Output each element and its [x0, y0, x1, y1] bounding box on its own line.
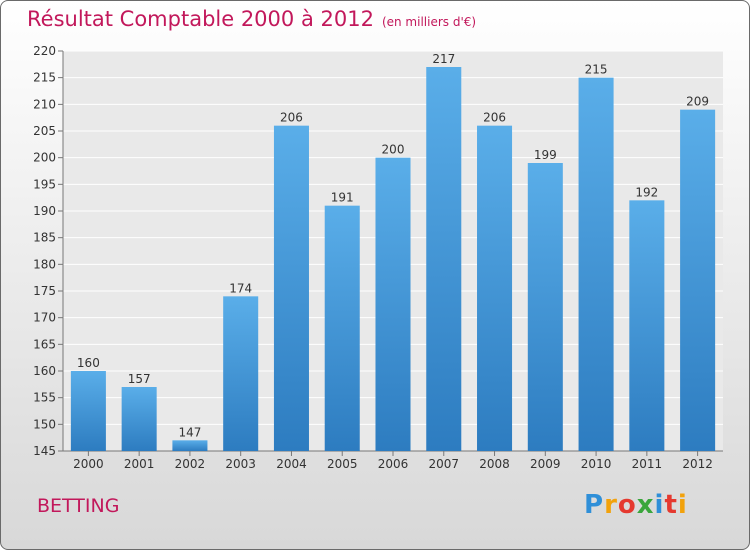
y-tick-label: 200 [33, 151, 56, 165]
bar-2007 [426, 67, 462, 451]
y-tick-label: 195 [33, 177, 56, 191]
y-tick-label: 180 [33, 257, 56, 271]
data-label-2005: 191 [331, 191, 354, 205]
y-tick-label: 160 [33, 364, 56, 378]
logo-letter: P [584, 490, 605, 520]
data-label-2001: 157 [128, 372, 151, 386]
data-label-2008: 206 [483, 111, 506, 125]
data-label-2010: 215 [585, 63, 608, 77]
logo-letter: r [604, 490, 618, 520]
x-tick-label-2010: 2010 [581, 457, 612, 471]
x-tick-label-2008: 2008 [479, 457, 510, 471]
y-tick-label: 165 [33, 337, 56, 351]
y-tick-label: 150 [33, 417, 56, 431]
logo-letter: o [617, 490, 637, 520]
y-tick-label: 205 [33, 124, 56, 138]
data-label-2006: 200 [382, 143, 405, 157]
data-label-2012: 209 [686, 95, 709, 109]
x-tick-label-2003: 2003 [225, 457, 256, 471]
y-tick-label: 170 [33, 311, 56, 325]
y-tick-label: 210 [33, 97, 56, 111]
y-tick-label: 155 [33, 391, 56, 405]
logo-letter: i [654, 490, 665, 520]
bar-2000 [70, 371, 106, 451]
logo-letter: t [664, 490, 678, 520]
bar-2005 [324, 205, 360, 451]
chart-title-text: Résultat Comptable 2000 à 2012 [27, 7, 374, 31]
proxiti-logo[interactable]: Proxiti [584, 490, 688, 520]
bar-2001 [121, 387, 157, 451]
x-tick-label-2001: 2001 [124, 457, 155, 471]
bar-2003 [223, 296, 259, 451]
data-label-2004: 206 [280, 111, 303, 125]
x-tick-label-2005: 2005 [327, 457, 358, 471]
x-tick-label-2009: 2009 [530, 457, 561, 471]
y-tick-label: 190 [33, 204, 56, 218]
data-label-2009: 199 [534, 148, 557, 162]
commune-name: BETTING [37, 495, 120, 517]
x-tick-label-2002: 2002 [175, 457, 206, 471]
bar-2004 [273, 125, 309, 452]
y-tick-label: 175 [33, 284, 56, 298]
data-label-2007: 217 [432, 52, 455, 66]
chart-unit: (en milliers d'€) [381, 15, 477, 29]
data-label-2011: 192 [635, 185, 658, 199]
x-tick-label-2011: 2011 [632, 457, 663, 471]
y-tick-label: 145 [33, 444, 56, 458]
x-tick-label-2012: 2012 [682, 457, 713, 471]
x-tick-label-2000: 2000 [73, 457, 104, 471]
data-label-2002: 147 [178, 425, 201, 439]
bar-2009 [527, 163, 563, 451]
logo-letter: x [636, 490, 655, 520]
bar-2012 [680, 109, 716, 452]
bar-2008 [477, 125, 513, 452]
data-label-2003: 174 [229, 281, 252, 295]
y-tick-label: 220 [33, 44, 56, 58]
x-tick-label-2007: 2007 [428, 457, 459, 471]
y-tick-label: 215 [33, 71, 56, 85]
x-tick-label-2006: 2006 [378, 457, 409, 471]
bar-2010 [578, 77, 614, 452]
data-label-2000: 160 [77, 356, 100, 370]
bar-2002 [172, 440, 208, 451]
x-tick-label-2004: 2004 [276, 457, 307, 471]
y-tick-label: 185 [33, 231, 56, 245]
chart-title: Résultat Comptable 2000 à 2012 (en millie… [27, 7, 476, 31]
logo-letter: i [677, 490, 688, 520]
bar-2006 [375, 157, 411, 451]
bar-2011 [629, 200, 665, 451]
